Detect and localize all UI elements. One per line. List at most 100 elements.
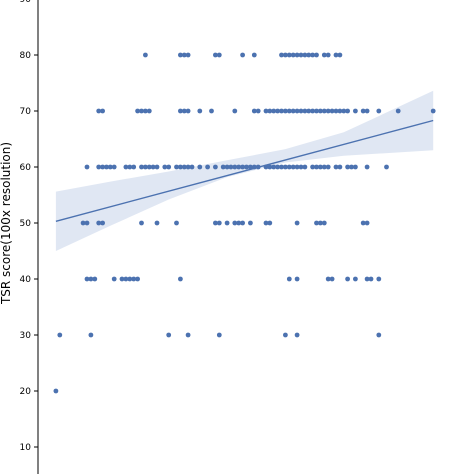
- data-point: [236, 164, 242, 170]
- data-point: [123, 164, 129, 170]
- data-point: [376, 108, 382, 114]
- data-point: [84, 164, 90, 170]
- data-point: [333, 52, 339, 58]
- y-axis-label: TSR score(100x resolution): [0, 142, 13, 305]
- y-tick-label: 30: [20, 331, 32, 341]
- data-point: [263, 220, 269, 226]
- data-point: [127, 164, 133, 170]
- data-point: [333, 164, 339, 170]
- data-point: [283, 164, 288, 170]
- y-axis: 10 20 30 40 50 60 70 80 90: [20, 0, 39, 474]
- data-point: [57, 332, 63, 338]
- y-tick-label: 80: [20, 51, 32, 61]
- data-point: [360, 220, 366, 226]
- data-point: [139, 220, 144, 226]
- data-point: [298, 164, 304, 170]
- data-point: [267, 164, 273, 170]
- data-point: [251, 52, 257, 58]
- data-point: [96, 164, 102, 170]
- data-point: [353, 108, 358, 114]
- data-point: [337, 108, 343, 114]
- data-point: [150, 164, 156, 170]
- data-point: [185, 164, 191, 170]
- data-point: [271, 164, 277, 170]
- data-point: [131, 276, 137, 282]
- data-point: [283, 52, 288, 58]
- data-point: [100, 108, 105, 114]
- data-point: [286, 108, 292, 114]
- data-point: [228, 164, 234, 170]
- data-point: [84, 276, 90, 282]
- y-tick-label: 90: [20, 0, 32, 5]
- data-point: [216, 332, 222, 338]
- data-point: [216, 52, 222, 58]
- data-point: [267, 108, 273, 114]
- data-point: [197, 108, 203, 114]
- data-point: [314, 220, 319, 226]
- data-point: [364, 276, 370, 282]
- regression-line: [55, 119, 434, 222]
- data-point: [166, 164, 172, 170]
- data-point: [302, 164, 308, 170]
- data-point: [290, 108, 296, 114]
- data-point: [88, 276, 94, 282]
- data-point: [248, 220, 253, 226]
- data-point: [248, 164, 253, 170]
- data-point: [283, 332, 288, 338]
- y-tick-label: 50: [20, 219, 32, 229]
- data-point: [131, 164, 137, 170]
- data-point: [143, 108, 148, 114]
- data-point: [325, 276, 331, 282]
- data-point: [185, 52, 191, 58]
- data-point: [96, 220, 102, 226]
- data-point: [279, 164, 284, 170]
- data-point: [205, 164, 211, 170]
- data-point: [384, 164, 389, 170]
- data-point: [181, 52, 187, 58]
- y-tick-label: 10: [20, 443, 32, 453]
- data-point: [244, 164, 249, 170]
- data-point: [146, 108, 152, 114]
- data-point: [376, 332, 382, 338]
- data-point: [224, 164, 230, 170]
- data-point: [430, 108, 436, 114]
- data-point: [181, 164, 187, 170]
- data-point: [298, 52, 304, 58]
- data-point: [111, 276, 117, 282]
- data-point: [166, 332, 172, 338]
- data-point: [213, 52, 218, 58]
- data-point: [100, 220, 105, 226]
- data-point: [240, 164, 246, 170]
- data-point: [104, 164, 109, 170]
- data-point: [314, 108, 319, 114]
- y-tick-label: 60: [20, 163, 32, 173]
- data-point: [341, 108, 347, 114]
- data-point: [143, 164, 148, 170]
- data-point: [213, 220, 218, 226]
- data-point: [349, 164, 354, 170]
- data-point: [271, 108, 277, 114]
- data-point: [92, 276, 98, 282]
- data-point: [368, 276, 374, 282]
- data-point: [294, 332, 300, 338]
- data-point: [310, 108, 315, 114]
- data-point: [294, 220, 300, 226]
- data-point: [345, 108, 350, 114]
- data-point: [318, 164, 323, 170]
- data-point: [306, 52, 312, 58]
- data-point: [321, 164, 327, 170]
- data-point: [189, 164, 195, 170]
- data-point: [337, 52, 343, 58]
- data-point: [123, 276, 129, 282]
- data-point: [220, 164, 226, 170]
- data-point: [345, 164, 350, 170]
- data-point: [185, 332, 191, 338]
- data-point: [236, 220, 242, 226]
- data-point: [174, 164, 179, 170]
- data-point: [240, 220, 246, 226]
- data-point: [146, 164, 152, 170]
- data-point: [216, 220, 222, 226]
- data-point: [321, 220, 327, 226]
- data-point: [139, 164, 144, 170]
- data-point: [178, 52, 183, 58]
